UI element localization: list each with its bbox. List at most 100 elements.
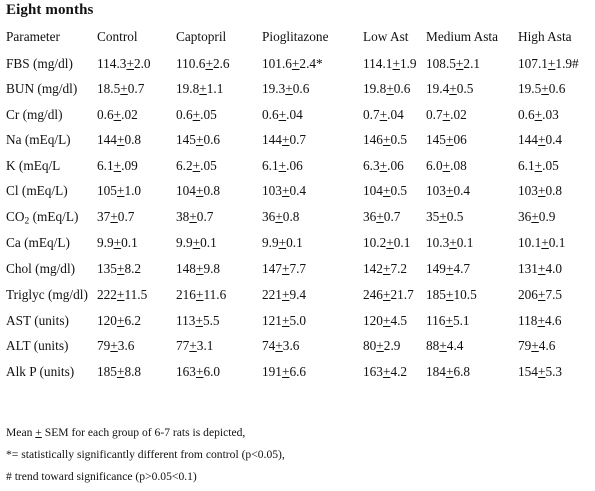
table-row: FBS (mg/dl) 114.3+2.0 110.6+2.6 101.6+2.… bbox=[0, 56, 595, 76]
value-cell: 135+8.2 bbox=[97, 261, 142, 276]
value-cell: 107.1+1.9# bbox=[518, 56, 579, 71]
value-cell: 36+0.7 bbox=[363, 209, 401, 224]
parameter-cell: Na (mEq/L) bbox=[6, 132, 71, 147]
value-cell: 114.3+2.0 bbox=[97, 56, 151, 71]
parameter-cell: Triglyc (mg/dl) bbox=[6, 287, 88, 302]
value-cell: 110.6+2.6 bbox=[176, 56, 230, 71]
value-cell: 6.2+.05 bbox=[176, 158, 217, 173]
table-row: BUN (mg/dl) 18.5+0.7 19.8+1.1 19.3+0.6 1… bbox=[0, 81, 595, 101]
value-cell: 103+0.4 bbox=[426, 183, 471, 198]
header-high-asta: High Asta bbox=[518, 29, 572, 44]
value-cell: 185+8.8 bbox=[97, 364, 142, 379]
parameter-cell: Ca (mEq/L) bbox=[6, 235, 70, 250]
value-cell: 101.6+2.4* bbox=[262, 56, 323, 71]
value-cell: 6.1+.05 bbox=[518, 158, 559, 173]
value-cell: 18.5+0.7 bbox=[97, 81, 145, 96]
footnote-significance: *= statistically significantly different… bbox=[6, 448, 285, 461]
value-cell: 147+7.7 bbox=[262, 261, 307, 276]
value-cell: 222+11.5 bbox=[97, 287, 148, 302]
value-cell: 185+10.5 bbox=[426, 287, 477, 302]
value-cell: 79+3.6 bbox=[97, 338, 135, 353]
value-cell: 6.1+.06 bbox=[262, 158, 303, 173]
value-cell: 118+4.6 bbox=[518, 313, 562, 328]
value-cell: 121+5.0 bbox=[262, 313, 307, 328]
value-cell: 142+7.2 bbox=[363, 261, 408, 276]
value-cell: 163+4.2 bbox=[363, 364, 408, 379]
value-cell: 19.5+0.6 bbox=[518, 81, 566, 96]
value-cell: 104+0.5 bbox=[363, 183, 408, 198]
value-cell: 10.1+0.1 bbox=[518, 235, 566, 250]
header-low-ast: Low Ast bbox=[363, 29, 409, 44]
table-row: Na (mEq/L) 144+0.8 145+0.6 144+0.7 146+0… bbox=[0, 132, 595, 152]
value-cell: 80+2.9 bbox=[363, 338, 401, 353]
value-cell: 221+9.4 bbox=[262, 287, 307, 302]
value-cell: 10.2+0.1 bbox=[363, 235, 411, 250]
value-cell: 163+6.0 bbox=[176, 364, 221, 379]
value-cell: 154+5.3 bbox=[518, 364, 563, 379]
table-row: AST (units) 120+6.2 113+5.5 121+5.0 120+… bbox=[0, 313, 595, 333]
table-row: Cr (mg/dl) 0.6+.02 0.6+.05 0.6+.04 0.7+.… bbox=[0, 107, 595, 127]
value-cell: 131+4.0 bbox=[518, 261, 563, 276]
value-cell: 35+0.5 bbox=[426, 209, 464, 224]
value-cell: 19.3+0.6 bbox=[262, 81, 310, 96]
value-cell: 103+0.8 bbox=[518, 183, 563, 198]
value-cell: 9.9+0.1 bbox=[97, 235, 138, 250]
value-cell: 79+4.6 bbox=[518, 338, 556, 353]
value-cell: 0.6+.05 bbox=[176, 107, 217, 122]
value-cell: 149+4.7 bbox=[426, 261, 471, 276]
value-cell: 9.9+0.1 bbox=[262, 235, 303, 250]
value-cell: 145+06 bbox=[426, 132, 467, 147]
value-cell: 105+1.0 bbox=[97, 183, 142, 198]
header-pioglitazone: Pioglitazone bbox=[262, 29, 329, 44]
value-cell: 116+5.1 bbox=[426, 313, 470, 328]
value-cell: 120+4.5 bbox=[363, 313, 408, 328]
value-cell: 145+0.6 bbox=[176, 132, 221, 147]
header-control: Control bbox=[97, 29, 138, 44]
parameter-cell: Chol (mg/dl) bbox=[6, 261, 76, 276]
parameter-cell: AST (units) bbox=[6, 313, 69, 328]
footnote-trend: # trend toward significance (p>0.05<0.1) bbox=[6, 470, 197, 483]
value-cell: 120+6.2 bbox=[97, 313, 142, 328]
value-cell: 0.6+.03 bbox=[518, 107, 559, 122]
value-cell: 10.3+0.1 bbox=[426, 235, 474, 250]
value-cell: 114.1+1.9 bbox=[363, 56, 417, 71]
value-cell: 146+0.5 bbox=[363, 132, 408, 147]
value-cell: 191+6.6 bbox=[262, 364, 307, 379]
value-cell: 19.8+1.1 bbox=[176, 81, 224, 96]
value-cell: 0.6+.04 bbox=[262, 107, 303, 122]
value-cell: 144+0.8 bbox=[97, 132, 142, 147]
parameter-cell: Cr (mg/dl) bbox=[6, 107, 63, 122]
value-cell: 77+3.1 bbox=[176, 338, 214, 353]
parameter-cell: CO2 (mEq/L) bbox=[6, 209, 79, 227]
table-row: Chol (mg/dl) 135+8.2 148+9.8 147+7.7 142… bbox=[0, 261, 595, 281]
value-cell: 74+3.6 bbox=[262, 338, 300, 353]
parameter-cell: Alk P (units) bbox=[6, 364, 75, 379]
table-row: Cl (mEq/L) 105+1.0 104+0.8 103+0.4 104+0… bbox=[0, 183, 595, 203]
value-cell: 6.1+.09 bbox=[97, 158, 138, 173]
parameter-cell: Cl (mEq/L) bbox=[6, 183, 68, 198]
value-cell: 0.7+.02 bbox=[426, 107, 467, 122]
table-row: K (mEq/L 6.1+.09 6.2+.05 6.1+.06 6.3+.06… bbox=[0, 158, 595, 178]
value-cell: 37+0.7 bbox=[97, 209, 135, 224]
value-cell: 19.4+0.5 bbox=[426, 81, 474, 96]
value-cell: 38+0.7 bbox=[176, 209, 214, 224]
value-cell: 216+11.6 bbox=[176, 287, 227, 302]
header-medium-asta: Medium Asta bbox=[426, 29, 499, 44]
value-cell: 246+21.7 bbox=[363, 287, 414, 302]
parameter-cell: ALT (units) bbox=[6, 338, 69, 353]
value-cell: 0.7+.04 bbox=[363, 107, 404, 122]
parameter-cell: FBS (mg/dl) bbox=[6, 56, 73, 71]
value-cell: 88+4.4 bbox=[426, 338, 464, 353]
table-title: Eight months bbox=[6, 2, 94, 18]
value-cell: 6.0+.08 bbox=[426, 158, 467, 173]
value-cell: 104+0.8 bbox=[176, 183, 221, 198]
value-cell: 36+0.8 bbox=[262, 209, 300, 224]
value-cell: 9.9+0.1 bbox=[176, 235, 217, 250]
header-row: Parameter Control Captopril Pioglitazone… bbox=[0, 29, 595, 49]
value-cell: 19.8+0.6 bbox=[363, 81, 411, 96]
value-cell: 148+9.8 bbox=[176, 261, 221, 276]
header-parameter: Parameter bbox=[6, 29, 60, 44]
parameter-cell: K (mEq/L bbox=[6, 158, 61, 173]
value-cell: 36+0.9 bbox=[518, 209, 556, 224]
table-row: Ca (mEq/L) 9.9+0.1 9.9+0.1 9.9+0.1 10.2+… bbox=[0, 235, 595, 255]
